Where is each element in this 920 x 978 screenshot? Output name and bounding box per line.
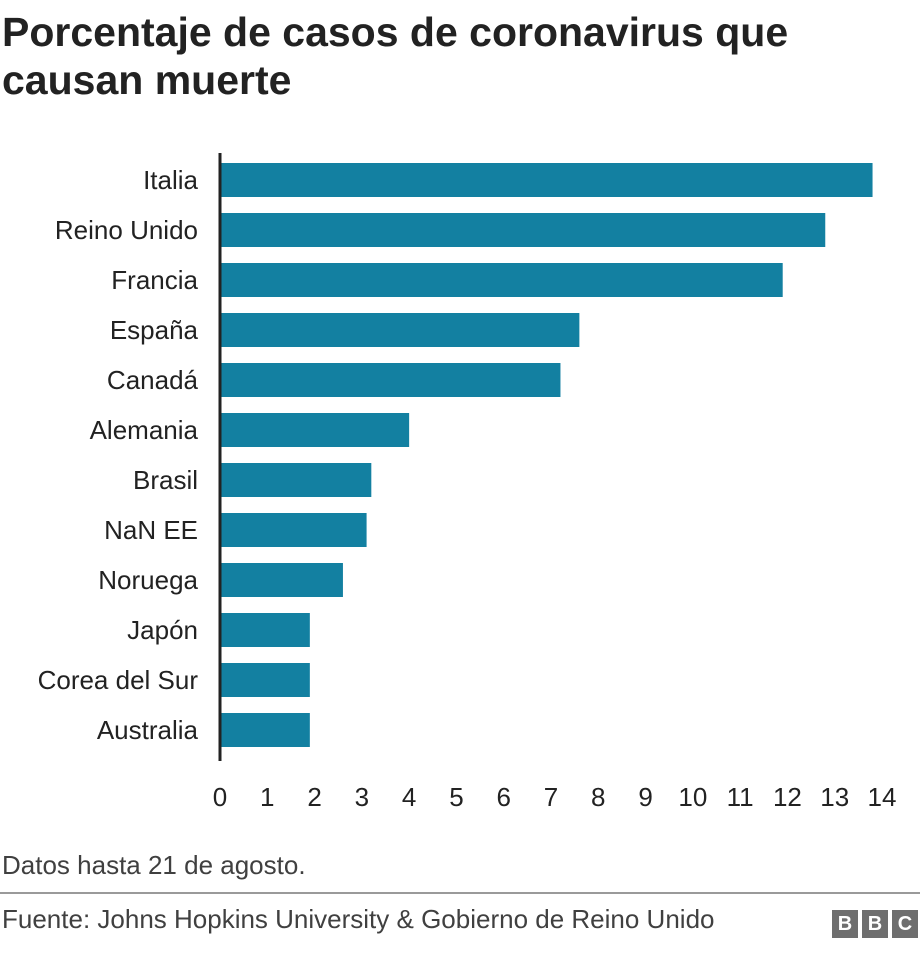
x-tick-label: 11 (727, 782, 754, 812)
x-tick-label: 3 (355, 782, 369, 812)
x-tick-label: 10 (678, 782, 707, 812)
bar (221, 313, 580, 347)
category-label: Brasil (133, 465, 198, 495)
x-tick-label: 4 (402, 782, 416, 812)
bar (221, 713, 310, 747)
x-tick-label: 1 (260, 782, 274, 812)
bar (221, 513, 367, 547)
logo-letter: B (862, 910, 888, 938)
footer-divider (0, 892, 920, 894)
bar-chart: Italia Reino Unido Francia España Canadá Alem… (38, 153, 897, 812)
category-label: Francia (111, 265, 198, 295)
bar (221, 213, 826, 247)
x-tick-label: 7 (544, 782, 558, 812)
category-label: NaN EE (104, 515, 198, 545)
category-label: Reino Unido (55, 215, 198, 245)
x-tick-label: 0 (213, 782, 227, 812)
category-label: Alemania (90, 415, 199, 445)
source-text: Fuente: Johns Hopkins University & Gobie… (2, 904, 715, 934)
x-tick-label: 9 (638, 782, 652, 812)
bbc-logo: B B C (832, 910, 918, 938)
category-label: Corea del Sur (38, 665, 199, 695)
logo-letter: B (832, 910, 858, 938)
x-tick-label: 13 (820, 782, 849, 812)
category-label: España (110, 315, 199, 345)
x-tick-label: 14 (868, 782, 897, 812)
category-label: Japón (127, 615, 198, 645)
bar (221, 363, 561, 397)
category-label: Noruega (98, 565, 198, 595)
bar (221, 413, 410, 447)
logo-letter: C (892, 910, 918, 938)
x-tick-label: 12 (773, 782, 802, 812)
x-tick-label: 8 (591, 782, 605, 812)
bar (221, 163, 873, 197)
data-note: Datos hasta 21 de agosto. (2, 850, 306, 880)
bar (221, 263, 783, 297)
category-label: Italia (143, 165, 198, 195)
x-tick-label: 2 (307, 782, 321, 812)
x-tick-label: 6 (496, 782, 510, 812)
bar (221, 563, 343, 597)
category-label: Australia (97, 715, 199, 745)
x-tick-label: 5 (449, 782, 463, 812)
bar (221, 463, 372, 497)
category-label: Canadá (107, 365, 199, 395)
chart-title: Porcentaje de casos de coronavirus que c… (2, 9, 789, 103)
bar (221, 663, 310, 697)
bar (221, 613, 310, 647)
